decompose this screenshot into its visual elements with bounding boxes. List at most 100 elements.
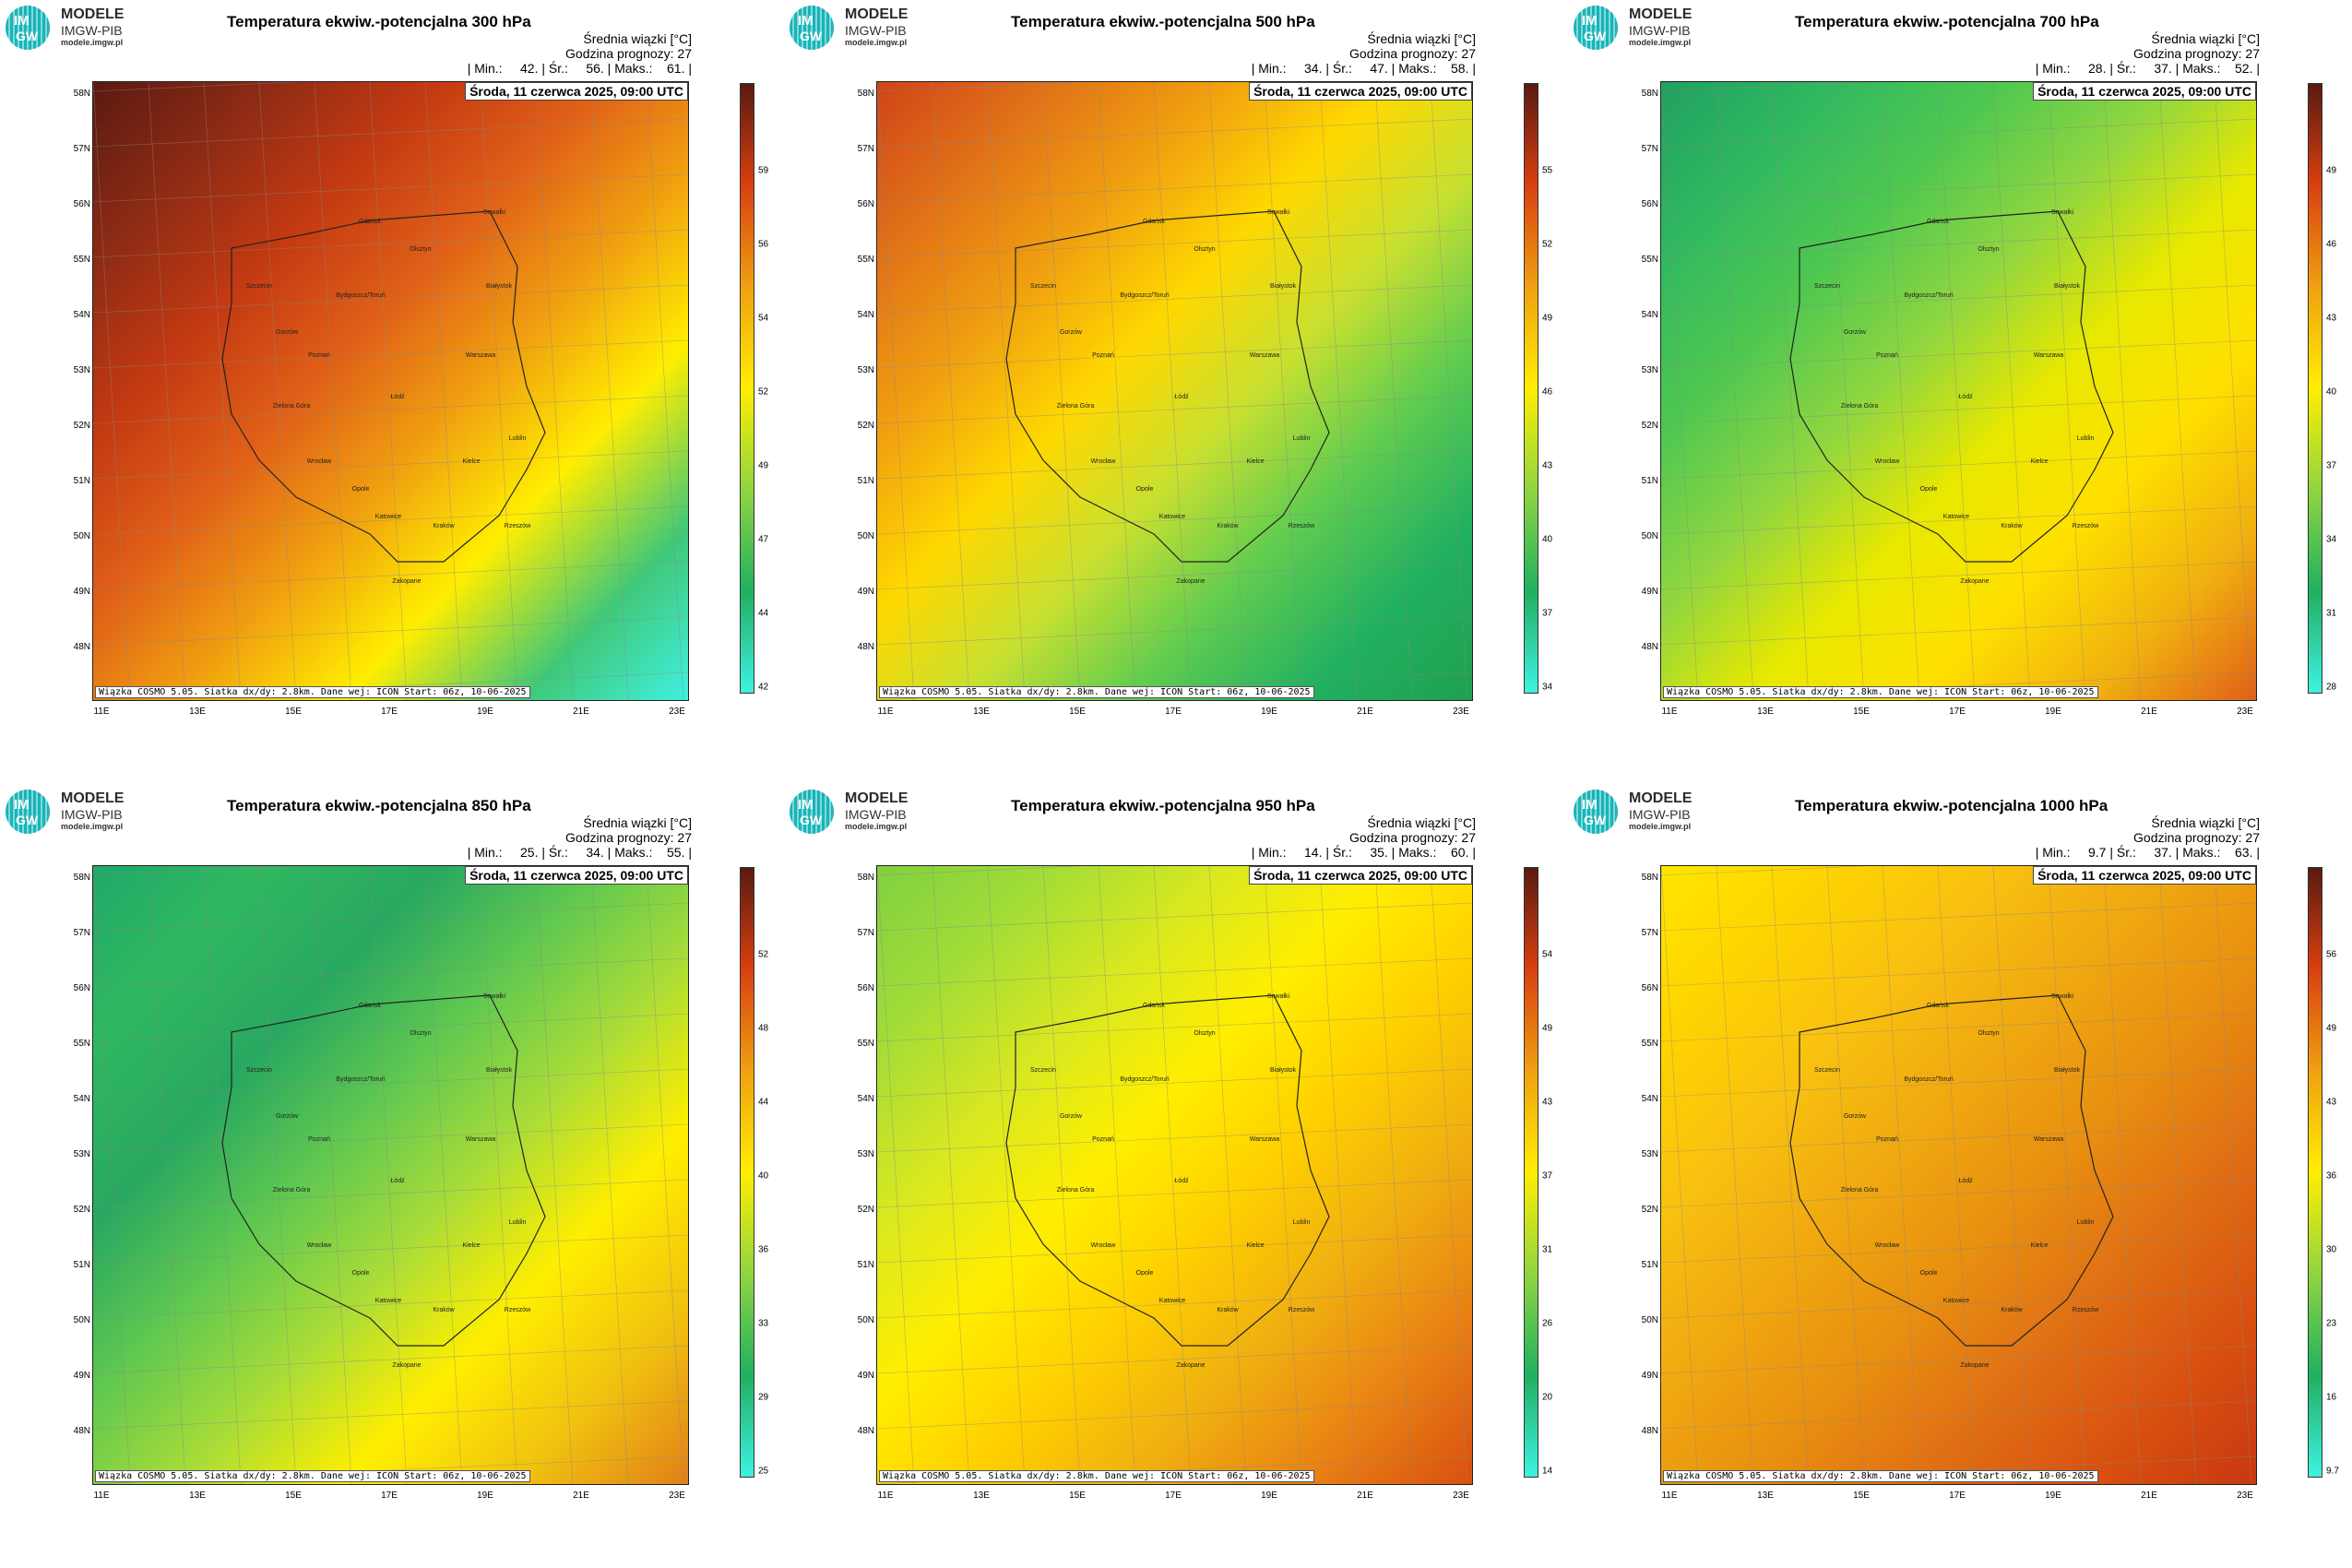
city-label: Lublin [1292,1219,1311,1226]
imgw-logo[interactable]: IM GW MODELE IMGW-PIB modele.imgw.pl [1574,6,1712,50]
colorbar-tick-label: 47 [758,534,769,545]
city-label: Szczecin [245,1067,273,1074]
city-label: Poznań [1092,352,1114,359]
imgw-logo[interactable]: IM GW MODELE IMGW-PIB modele.imgw.pl [790,790,928,834]
city-label: Lublin [508,1219,527,1226]
lat-tick-label: 50N [1641,531,1658,541]
model-source: Wiązka COSMO 5.05. Siatka dx/dy: 2.8km. … [1663,686,2098,698]
lat-tick-label: 58N [73,89,90,99]
imgw-logo[interactable]: IM GW MODELE IMGW-PIB modele.imgw.pl [1574,790,1712,834]
city-label: Opole [1135,1270,1154,1277]
colorbar-tick-label: 34 [2326,534,2337,545]
poland-border [1789,210,2114,563]
lat-tick-label: 48N [1641,642,1658,652]
model-source: Wiązka COSMO 5.05. Siatka dx/dy: 2.8km. … [1663,1470,2098,1482]
logo-mark-bottom: GW [800,29,823,43]
colorbar-tick-label: 30 [2326,1244,2337,1255]
imgw-logo[interactable]: IM GW MODELE IMGW-PIB modele.imgw.pl [6,790,144,834]
logo-text: MODELE IMGW-PIB modele.imgw.pl [845,791,908,831]
lon-tick-label: 13E [1757,1491,1774,1501]
colorbar-tick-label: 23 [2326,1318,2337,1329]
city-label: Zielona Góra [272,1187,311,1194]
map-area[interactable]: Gdańsk Olsztyn Suwałki Szczecin Białystok Byd… [876,81,1473,701]
model-source: Wiązka COSMO 5.05. Siatka dx/dy: 2.8km. … [879,686,1314,698]
lat-tick-label: 56N [1641,199,1658,209]
lon-tick-label: 17E [1165,1491,1182,1501]
imgw-emblem-icon: IM GW [1574,6,1618,50]
logo-name: MODELE [61,6,125,22]
logo-mark-bottom: GW [16,813,39,827]
colorbar-tick-label: 55 [1542,165,1553,176]
map-area[interactable]: Gdańsk Olsztyn Suwałki Szczecin Białystok Byd… [92,81,689,701]
imgw-logo[interactable]: IM GW MODELE IMGW-PIB modele.imgw.pl [790,6,928,50]
colorbar-tick-label: 36 [758,1244,769,1255]
city-label: Poznań [1876,352,1898,359]
logo-mark-top: IM [1582,797,1598,813]
lat-tick-label: 52N [857,421,874,431]
city-label: Suwałki [482,209,506,216]
poland-border [1789,994,2114,1347]
valid-date: Środa, 11 czerwca 2025, 09:00 UTC [1249,82,1472,101]
colorbar-tick-label: 49 [1542,313,1553,324]
colorbar-tick-label: 49 [2326,165,2337,176]
city-label: Rzeszów [1288,1307,1315,1313]
logo-text: MODELE IMGW-PIB modele.imgw.pl [1629,791,1692,831]
city-label: Wrocław [1874,1242,1900,1249]
lon-tick-label: 13E [1757,707,1774,717]
city-label: Rzeszów [2072,1307,2099,1313]
lat-tick-label: 51N [73,476,90,486]
colorbar-title: Średnia wiązki [°C] [1367,815,1476,830]
colorbar-tick-label: 16 [2326,1392,2337,1403]
imgw-emblem-icon: IM GW [790,790,834,834]
city-label: Olsztyn [410,246,432,253]
lon-tick-label: 13E [189,1491,206,1501]
lon-tick-label: 21E [2141,707,2157,717]
city-label: Rzeszów [2072,523,2099,529]
lat-tick-label: 49N [73,1371,90,1381]
map-area[interactable]: Gdańsk Olsztyn Suwałki Szczecin Białystok Byd… [876,865,1473,1485]
city-label: Katowice [374,514,402,520]
colorbar-tick-label: 31 [1542,1244,1553,1255]
logo-name: MODELE [845,6,909,22]
lat-tick-label: 54N [1641,1094,1658,1104]
lon-tick-label: 21E [1357,707,1373,717]
stats-box: Średnia wiązki [°C] Godzina prognozy: 27 |… [468,815,692,860]
lat-tick-label: 49N [1641,587,1658,597]
forecast-panel: IM GW MODELE IMGW-PIB modele.imgw.pl Temperat… [1568,784,2352,1568]
stats-box: Średnia wiązki [°C] Godzina prognozy: 27 |… [1252,31,1476,76]
city-label: Łódź [1958,394,1973,400]
colorbar [2308,867,2322,1478]
forecast-hour: Godzina prognozy: 27 [1349,830,1476,845]
colorbar-tick-label: 49 [1542,1023,1553,1034]
colorbar [740,83,754,694]
map-area[interactable]: Gdańsk Olsztyn Suwałki Szczecin Białystok Byd… [1660,865,2257,1485]
city-label: Warszawa [465,1136,496,1143]
city-label: Zakopane [1960,578,1990,585]
lat-tick-label: 53N [73,365,90,375]
logo-url: modele.imgw.pl [1629,38,1692,47]
lon-tick-label: 15E [1853,1491,1870,1501]
lat-tick-label: 57N [1641,928,1658,938]
city-label: Kielce [2030,458,2049,465]
logo-text: MODELE IMGW-PIB modele.imgw.pl [61,7,124,47]
poland-border [1005,210,1330,563]
imgw-logo[interactable]: IM GW MODELE IMGW-PIB modele.imgw.pl [6,6,144,50]
poland-border [221,994,546,1347]
map-area[interactable]: Gdańsk Olsztyn Suwałki Szczecin Białystok Byd… [1660,81,2257,701]
lat-tick-label: 53N [73,1149,90,1159]
colorbar-tick-label: 54 [758,313,769,324]
lat-tick-label: 58N [1641,89,1658,99]
forecast-hour: Godzina prognozy: 27 [2133,830,2260,845]
lat-tick-label: 55N [857,255,874,265]
lon-tick-label: 23E [2237,1491,2253,1501]
city-label: Łódź [1174,394,1189,400]
city-label: Lublin [1292,435,1311,442]
stats-box: Średnia wiązki [°C] Godzina prognozy: 27 |… [2036,815,2260,860]
map-area[interactable]: Gdańsk Olsztyn Suwałki Szczecin Białystok Byd… [92,865,689,1485]
lat-tick-label: 53N [1641,1149,1658,1159]
lat-tick-label: 53N [857,1149,874,1159]
lat-tick-label: 53N [857,365,874,375]
city-label: Kraków [433,523,455,529]
colorbar-tick-label: 28 [2326,682,2337,693]
lat-tick-label: 49N [857,1371,874,1381]
